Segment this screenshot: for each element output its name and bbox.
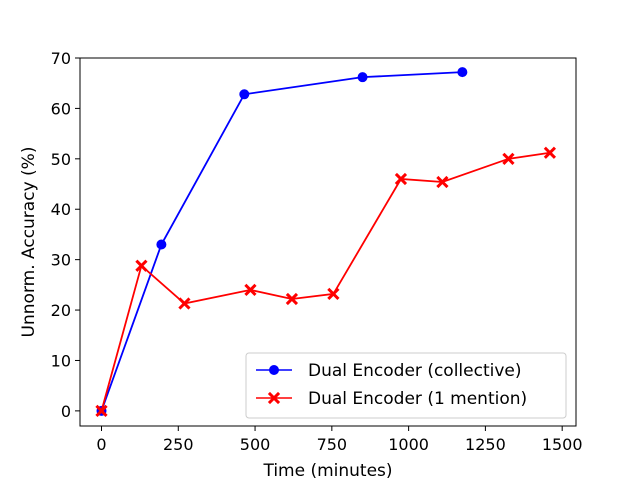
data-point: [502, 152, 515, 165]
legend-label-1-mention: Dual Encoder (1 mention): [308, 389, 527, 409]
legend-marker-symbol-stroke-b: [267, 391, 281, 405]
legend-marker-collective: [269, 365, 279, 375]
x-tick-label: 750: [317, 435, 348, 454]
data-point: [244, 283, 257, 297]
data-point: [357, 72, 368, 83]
data-point: [327, 287, 340, 301]
x-tick-label: 1250: [465, 435, 506, 454]
axis-ticks: 0 250 500 750 1000 1250 1500 0 10 20 30 40 50 60 70: [51, 49, 583, 454]
data-point: [178, 297, 191, 310]
legend-box: [245, 352, 567, 419]
data-point: [457, 67, 468, 78]
data-point-stroke-b: [95, 404, 108, 417]
y-tick-label: 60: [51, 99, 71, 118]
y-tick-label: 30: [51, 251, 71, 270]
data-point-stroke-b: [502, 152, 515, 165]
x-tick-label: 1500: [542, 435, 583, 454]
legend: Dual Encoder (collective) Dual Encoder (…: [245, 352, 567, 419]
x-tick-label: 500: [240, 435, 271, 454]
plot-frame: [79, 57, 577, 427]
data-point: [436, 175, 449, 189]
legend-marker-symbol: [269, 365, 279, 375]
series-0: [96, 67, 468, 416]
data-point: [156, 239, 167, 250]
data-point-stroke-b: [244, 283, 257, 297]
series-1: [95, 146, 557, 417]
y-tick-label: 10: [51, 351, 71, 370]
data-point-stroke-b: [394, 172, 408, 186]
legend-marker-symbol: [267, 391, 281, 405]
y-axis-label: Unnorm. Accuracy (%): [19, 147, 39, 338]
x-axis-label: Time (minutes): [262, 461, 392, 480]
data-point: [95, 404, 108, 417]
data-point-stroke-b: [285, 292, 299, 306]
data-point: [285, 292, 299, 306]
data-point: [394, 172, 408, 186]
legend-marker-1-mention: [267, 391, 281, 405]
x-tick-label: 0: [96, 435, 106, 454]
x-tick-label: 250: [163, 435, 194, 454]
y-tick-label: 70: [51, 49, 71, 68]
x-tick-label: 1000: [388, 435, 429, 454]
legend-label-collective: Dual Encoder (collective): [308, 361, 522, 381]
data-point: [135, 259, 148, 272]
data-point-stroke-b: [543, 146, 557, 159]
y-tick-label: 20: [51, 301, 71, 320]
data-point: [239, 89, 250, 100]
data-point-stroke-b: [135, 259, 148, 272]
data-point: [543, 146, 557, 159]
series-line: [100, 151, 551, 412]
data-point-stroke-b: [178, 297, 191, 310]
series-layer: [95, 67, 557, 417]
data-point-stroke-b: [327, 287, 340, 301]
y-tick-label: 0: [61, 402, 71, 421]
y-tick-label: 50: [51, 150, 71, 169]
data-point-stroke-b: [436, 175, 449, 189]
y-tick-label: 40: [51, 200, 71, 219]
